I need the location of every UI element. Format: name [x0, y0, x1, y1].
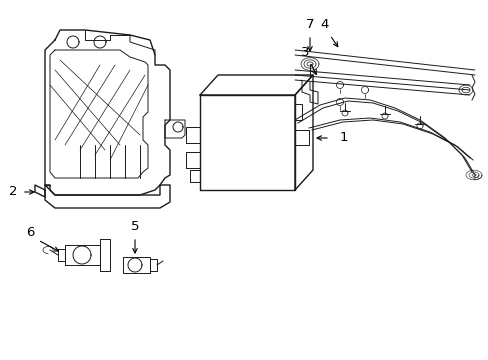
Text: 2: 2 — [9, 185, 17, 198]
Text: 3: 3 — [300, 45, 308, 58]
Text: 7: 7 — [305, 18, 314, 31]
Text: 4: 4 — [320, 18, 328, 31]
Text: 6: 6 — [26, 226, 34, 239]
Text: 5: 5 — [130, 220, 139, 234]
Text: 1: 1 — [339, 131, 348, 144]
